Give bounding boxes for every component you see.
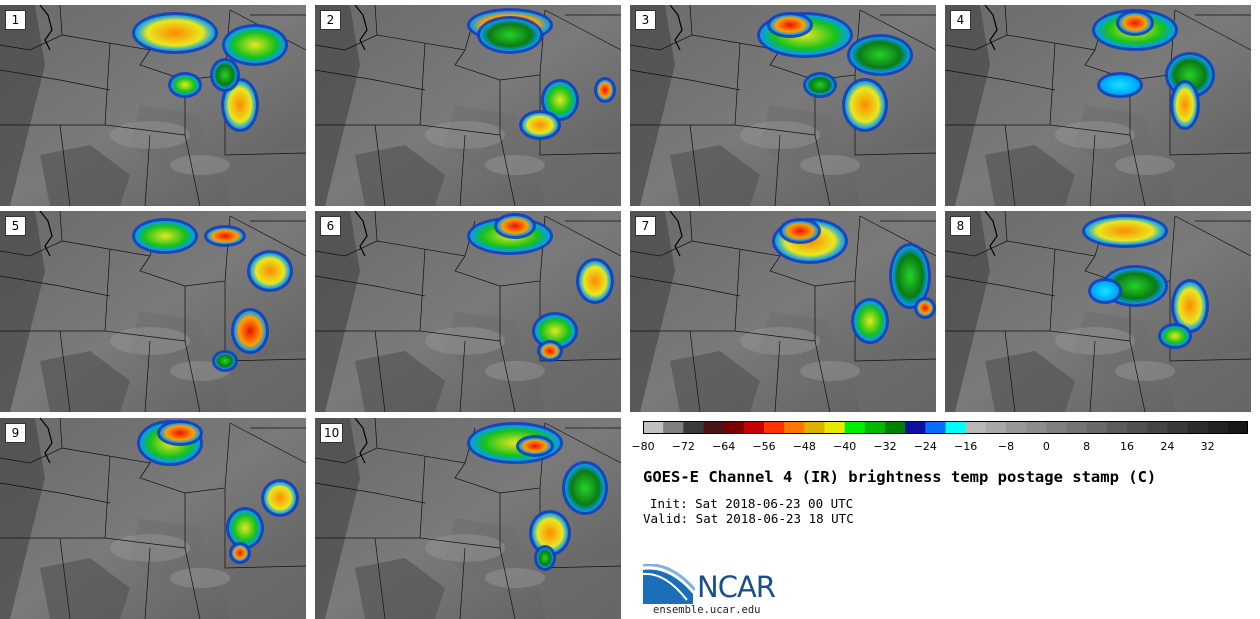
ir-map bbox=[0, 418, 306, 619]
satellite-panel-9: 9 bbox=[0, 418, 306, 619]
ir-map bbox=[945, 5, 1251, 206]
ir-map bbox=[630, 5, 936, 206]
colorbar-swatch bbox=[643, 421, 664, 434]
ir-map bbox=[315, 418, 621, 619]
colorbar-swatch bbox=[945, 421, 967, 434]
colorbar-tick-label: −64 bbox=[712, 440, 736, 453]
colorbar-swatch bbox=[683, 421, 704, 434]
colorbar-tick-label: −32 bbox=[873, 440, 897, 453]
colorbar-swatch bbox=[1026, 421, 1047, 434]
satellite-panel-5: 5 bbox=[0, 211, 306, 412]
satellite-panel-4: 4 bbox=[945, 5, 1251, 206]
colorbar-tick-label: −80 bbox=[631, 440, 655, 453]
panel-number: 8 bbox=[950, 216, 971, 236]
colorbar-swatch bbox=[965, 421, 987, 434]
satellite-panel-10: 10 bbox=[315, 418, 621, 619]
colorbar-swatch bbox=[824, 421, 846, 434]
colorbar-swatch bbox=[1167, 421, 1188, 434]
colorbar-swatch bbox=[743, 421, 765, 434]
temperature-colorbar bbox=[643, 421, 1248, 434]
satellite-panel-6: 6 bbox=[315, 211, 621, 412]
colorbar-swatch bbox=[1046, 421, 1067, 434]
colorbar-swatch bbox=[985, 421, 1007, 434]
satellite-panel-2: 2 bbox=[315, 5, 621, 206]
colorbar-swatch bbox=[925, 421, 946, 434]
satellite-panel-7: 7 bbox=[630, 211, 936, 412]
colorbar-tick-label: −56 bbox=[752, 440, 776, 453]
ir-map bbox=[315, 211, 621, 412]
init-time: Init: Sat 2018-06-23 00 UTC bbox=[650, 496, 854, 511]
panel-number: 7 bbox=[635, 216, 656, 236]
colorbar-tick-label: −24 bbox=[913, 440, 937, 453]
valid-time: Valid: Sat 2018-06-23 18 UTC bbox=[643, 511, 854, 526]
colorbar-tick-label: 32 bbox=[1200, 440, 1215, 453]
colorbar-swatch bbox=[663, 421, 684, 434]
colorbar-swatch bbox=[885, 421, 906, 434]
colorbar-tick-label: −72 bbox=[671, 440, 695, 453]
ir-map bbox=[315, 5, 621, 206]
ir-map bbox=[0, 211, 306, 412]
panel-number: 6 bbox=[320, 216, 341, 236]
panel-number: 9 bbox=[5, 423, 26, 443]
colorbar-tick-label: −40 bbox=[833, 440, 857, 453]
panel-number: 10 bbox=[320, 423, 344, 443]
logo-text: NCAR bbox=[697, 570, 776, 604]
colorbar-swatch bbox=[1187, 421, 1209, 434]
ncar-swoosh-icon bbox=[643, 564, 695, 604]
colorbar-swatch bbox=[1006, 421, 1027, 434]
panel-number: 2 bbox=[320, 10, 341, 30]
colorbar-swatch bbox=[905, 421, 926, 434]
colorbar-swatch bbox=[864, 421, 886, 434]
colorbar-swatch bbox=[1086, 421, 1108, 434]
panel-number: 5 bbox=[5, 216, 26, 236]
colorbar-tick-label: −8 bbox=[997, 440, 1015, 453]
colorbar-swatch bbox=[1227, 421, 1248, 434]
colorbar-swatch bbox=[804, 421, 825, 434]
ir-map bbox=[945, 211, 1251, 412]
colorbar-swatch bbox=[1207, 421, 1229, 434]
colorbar-tick-labels: −80 −72 −64 −56 −48 −40 −32 −24 −16 −8 0 8 16 24 32 bbox=[631, 440, 1260, 456]
ncar-logo: NCAR bbox=[643, 562, 803, 607]
colorbar-swatch bbox=[784, 421, 805, 434]
colorbar-swatch bbox=[1127, 421, 1148, 434]
ir-map bbox=[630, 211, 936, 412]
colorbar-tick-label: 16 bbox=[1120, 440, 1134, 453]
panel-number: 4 bbox=[950, 10, 971, 30]
colorbar-swatch bbox=[764, 421, 785, 434]
panel-number: 3 bbox=[635, 10, 656, 30]
colorbar-swatch bbox=[723, 421, 745, 434]
satellite-panel-8: 8 bbox=[945, 211, 1251, 412]
colorbar-tick-label: 8 bbox=[1083, 440, 1091, 453]
colorbar-tick-label: 24 bbox=[1160, 440, 1175, 453]
colorbar-tick-label: −16 bbox=[954, 440, 978, 453]
ir-map bbox=[0, 5, 306, 206]
satellite-panel-3: 3 bbox=[630, 5, 936, 206]
panel-number: 1 bbox=[5, 10, 26, 30]
colorbar-swatch bbox=[1147, 421, 1168, 434]
site-url: ensemble.ucar.edu bbox=[653, 604, 761, 616]
colorbar-tick-label: −48 bbox=[792, 440, 816, 453]
colorbar-swatch bbox=[1066, 421, 1088, 434]
colorbar-swatch bbox=[703, 421, 725, 434]
satellite-panel-1: 1 bbox=[0, 5, 306, 206]
figure-title: GOES-E Channel 4 (IR) brightness temp po… bbox=[643, 468, 1157, 486]
colorbar-swatch bbox=[1106, 421, 1128, 434]
colorbar-tick-label: 0 bbox=[1042, 440, 1050, 453]
colorbar-swatch bbox=[844, 421, 866, 434]
